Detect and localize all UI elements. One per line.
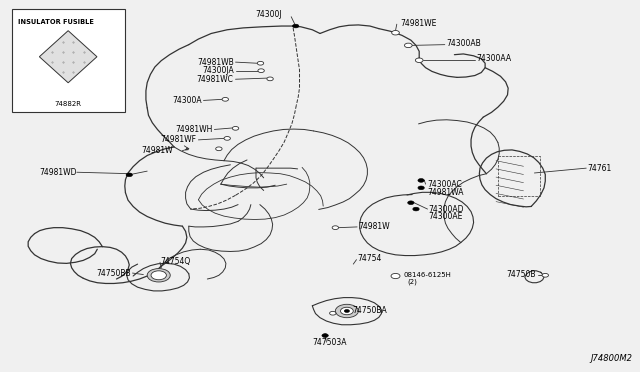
Text: J74800M2: J74800M2 xyxy=(590,354,632,363)
Text: 74300J: 74300J xyxy=(255,10,282,19)
Text: INSULATOR FUSIBLE: INSULATOR FUSIBLE xyxy=(18,19,94,25)
Polygon shape xyxy=(40,31,97,83)
Circle shape xyxy=(224,137,230,140)
Text: 74981WF: 74981WF xyxy=(161,135,196,144)
Circle shape xyxy=(151,271,166,280)
Circle shape xyxy=(292,24,299,28)
Text: 74300AA: 74300AA xyxy=(476,54,511,63)
Circle shape xyxy=(232,126,239,130)
Text: 74750B: 74750B xyxy=(507,270,536,279)
Circle shape xyxy=(391,273,400,279)
Circle shape xyxy=(267,77,273,81)
Text: 74981WC: 74981WC xyxy=(196,75,234,84)
Text: 74981WD: 74981WD xyxy=(39,168,77,177)
Text: 74981WE: 74981WE xyxy=(400,19,436,28)
Text: 74750BA: 74750BA xyxy=(352,306,387,315)
Text: 74300AB: 74300AB xyxy=(446,39,481,48)
Text: 74754Q: 74754Q xyxy=(160,257,190,266)
Circle shape xyxy=(257,61,264,65)
Circle shape xyxy=(392,31,399,35)
Circle shape xyxy=(404,43,412,48)
Text: 74300AD: 74300AD xyxy=(429,205,464,214)
Text: 74981WA: 74981WA xyxy=(428,188,464,197)
Circle shape xyxy=(335,304,358,318)
Text: 74981WB: 74981WB xyxy=(197,58,234,67)
Text: 74981W: 74981W xyxy=(141,146,173,155)
Circle shape xyxy=(126,173,132,177)
Text: 74981W: 74981W xyxy=(358,222,390,231)
Circle shape xyxy=(330,311,336,315)
Circle shape xyxy=(415,58,423,62)
Circle shape xyxy=(147,269,170,282)
Text: 74300JA: 74300JA xyxy=(202,66,234,75)
Circle shape xyxy=(216,147,222,151)
Circle shape xyxy=(332,226,339,230)
Circle shape xyxy=(340,307,353,315)
Text: 74750BB: 74750BB xyxy=(97,269,131,278)
Circle shape xyxy=(344,310,349,312)
Text: 08146-6125H: 08146-6125H xyxy=(403,272,451,278)
Text: 74300AE: 74300AE xyxy=(429,212,463,221)
Circle shape xyxy=(408,201,414,205)
Text: 74754: 74754 xyxy=(357,254,381,263)
Circle shape xyxy=(258,69,264,73)
Text: 74300AC: 74300AC xyxy=(428,180,462,189)
Text: 74761: 74761 xyxy=(588,164,612,173)
Circle shape xyxy=(322,334,328,337)
Circle shape xyxy=(222,97,228,101)
Circle shape xyxy=(413,207,419,211)
Text: 74882R: 74882R xyxy=(54,101,82,107)
Circle shape xyxy=(418,179,424,182)
Text: 74981WH: 74981WH xyxy=(175,125,212,134)
Text: (2): (2) xyxy=(407,278,417,285)
Circle shape xyxy=(542,273,548,277)
Bar xyxy=(12,9,125,112)
Circle shape xyxy=(418,186,424,190)
Text: 74300A: 74300A xyxy=(172,96,202,105)
Text: 747503A: 747503A xyxy=(312,339,347,347)
